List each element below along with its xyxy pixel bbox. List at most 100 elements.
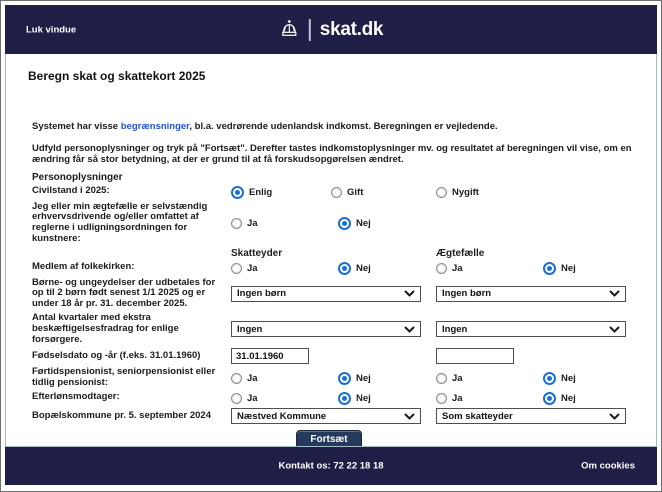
row-extra-deduction-quarters: Antal kvartaler med ekstra beskæftigelse… [32, 312, 656, 345]
select-value: Ingen børn [442, 288, 492, 300]
church-taxpayer-ja-radio[interactable]: Ja [231, 262, 338, 274]
radio-label: Ja [247, 262, 258, 274]
church-taxpayer-radiogroup: Ja Nej [231, 262, 436, 275]
early-retirement-taxpayer-radiogroup: Ja Nej [231, 392, 436, 405]
intro-text-post: , bl.a. vedrørende udenlandsk indkomst. … [189, 121, 498, 132]
select-value: Ingen [442, 323, 468, 335]
self-employed-ja-radio[interactable]: Ja [231, 217, 338, 229]
radio-label: Nej [356, 372, 371, 384]
pensioner-taxpayer-nej-radio[interactable]: Nej [338, 372, 436, 385]
municipality-label: Bopælskommune pr. 5. september 2024 [32, 409, 211, 421]
radio-label: Nygift [452, 186, 479, 198]
page-title: Beregn skat og skattekort 2025 [28, 69, 206, 83]
radio-label: Ja [247, 393, 258, 405]
row-civil-status: Civilstand i 2025: Enlig Gift Nygift [32, 185, 656, 199]
brand-text: skat.dk [319, 18, 384, 40]
radio-label: Ja [247, 372, 258, 384]
birthdate-taxpayer-input[interactable] [231, 348, 309, 365]
radio-icon [436, 372, 447, 384]
spouse-column-header: Ægtefælle [436, 247, 485, 259]
select-value: Som skatteyder [442, 410, 513, 422]
chevron-down-icon [609, 290, 620, 298]
radio-icon [231, 262, 242, 274]
early-retirement-taxpayer-nej-radio[interactable]: Nej [338, 392, 436, 405]
row-pensioner: Førtidspensionist, seniorpensionist elle… [32, 367, 656, 389]
early-retirement-label: Efterlønsmodtager: [32, 391, 120, 403]
radio-icon [231, 372, 242, 384]
row-church-member: Medlem af folkekirken: Ja Nej Ja [32, 261, 656, 275]
chevron-down-icon [404, 290, 415, 298]
select-value: Næstved Kommune [237, 410, 327, 422]
church-spouse-nej-radio[interactable]: Nej [543, 262, 626, 275]
radio-label: Ja [452, 393, 463, 405]
taxpayer-column-header: Skatteyder [231, 247, 283, 259]
radio-label: Gift [347, 186, 364, 198]
cookies-link[interactable]: Om cookies [581, 460, 635, 472]
early-retirement-taxpayer-ja-radio[interactable]: Ja [231, 393, 338, 405]
radio-selected-icon [545, 394, 554, 404]
pensioner-label: Førtidspensionist, seniorpensionist elle… [32, 366, 216, 389]
church-spouse-radiogroup: Ja Nej [436, 262, 626, 275]
pensioner-spouse-nej-radio[interactable]: Nej [543, 372, 626, 385]
church-spouse-ja-radio[interactable]: Ja [436, 262, 543, 274]
radio-label: Ja [452, 372, 463, 384]
select-value: Ingen [237, 323, 263, 335]
radio-icon [231, 393, 242, 405]
row-birthdate: Fødselsdato og -år (f.eks. 31.01.1960) [32, 348, 656, 365]
radio-label: Nej [561, 393, 576, 405]
row-child-benefits: Børne- og ungeydelser der udbetales for … [32, 277, 656, 310]
limitations-link[interactable]: begrænsninger [120, 121, 190, 132]
pensioner-spouse-ja-radio[interactable]: Ja [436, 372, 543, 384]
civil-status-radiogroup: Enlig Gift Nygift [231, 186, 626, 199]
row-submit: Fortsæt [32, 427, 656, 446]
radio-selected-icon [340, 394, 349, 404]
row-column-headers: Skatteyder Ægtefælle [32, 248, 656, 259]
quarters-spouse-select[interactable]: Ingen [436, 321, 626, 338]
municipality-taxpayer-select[interactable]: Næstved Kommune [231, 408, 421, 425]
chevron-down-icon [404, 412, 415, 420]
birthdate-label: Fødselsdato og -år (f.eks. 31.01.1960) [32, 350, 201, 362]
radio-selected-icon [340, 373, 349, 383]
civil-gift-radio[interactable]: Gift [331, 186, 436, 198]
radio-selected-icon [545, 263, 554, 273]
birthdate-spouse-input[interactable] [436, 348, 514, 365]
self-employed-nej-radio[interactable]: Nej [338, 217, 436, 230]
radio-icon [436, 393, 447, 405]
select-value: Ingen børn [237, 288, 287, 300]
radio-icon [331, 186, 342, 198]
row-self-employed: Jeg eller min ægtefælle er selvstændig e… [32, 200, 656, 245]
intro-text-pre: Systemet har visse [32, 121, 121, 132]
contact-phone-text: Kontakt os: 72 22 18 18 [278, 460, 384, 472]
civil-nygift-radio[interactable]: Nygift [436, 186, 626, 198]
radio-selected-icon [340, 218, 349, 228]
church-taxpayer-nej-radio[interactable]: Nej [338, 262, 436, 275]
early-retirement-spouse-ja-radio[interactable]: Ja [436, 393, 543, 405]
radio-icon [436, 262, 447, 274]
main-content: Beregn skat og skattekort 2025 Systemet … [5, 54, 657, 447]
municipality-spouse-select[interactable]: Som skatteyder [436, 408, 626, 425]
child-benefits-taxpayer-select[interactable]: Ingen børn [231, 285, 421, 302]
fortsaet-button[interactable]: Fortsæt [296, 430, 362, 446]
child-benefits-spouse-select[interactable]: Ingen børn [436, 285, 626, 302]
close-window-link[interactable]: Luk vindue [26, 24, 77, 35]
self-employed-label: Jeg eller min ægtefælle er selvstændig e… [32, 200, 208, 244]
radio-label: Nej [561, 372, 576, 384]
radio-label: Nej [561, 262, 576, 274]
crown-icon [282, 20, 297, 36]
early-retirement-spouse-nej-radio[interactable]: Nej [543, 392, 626, 405]
quarters-taxpayer-select[interactable]: Ingen [231, 321, 421, 338]
radio-label: Ja [247, 217, 258, 229]
radio-icon [231, 217, 242, 229]
intro-paragraph-1: Systemet har visse begrænsninger, bl.a. … [32, 121, 638, 133]
early-retirement-spouse-radiogroup: Ja Nej [436, 392, 626, 405]
pensioner-spouse-radiogroup: Ja Nej [436, 372, 626, 385]
radio-label: Ja [452, 262, 463, 274]
radio-label: Nej [356, 262, 371, 274]
pensioner-taxpayer-radiogroup: Ja Nej [231, 372, 436, 385]
civil-enlig-radio[interactable]: Enlig [231, 186, 331, 199]
quarters-label: Antal kvartaler med ekstra beskæftigelse… [32, 312, 179, 345]
pensioner-taxpayer-ja-radio[interactable]: Ja [231, 372, 338, 384]
chevron-down-icon [609, 412, 620, 420]
radio-icon [436, 186, 447, 198]
